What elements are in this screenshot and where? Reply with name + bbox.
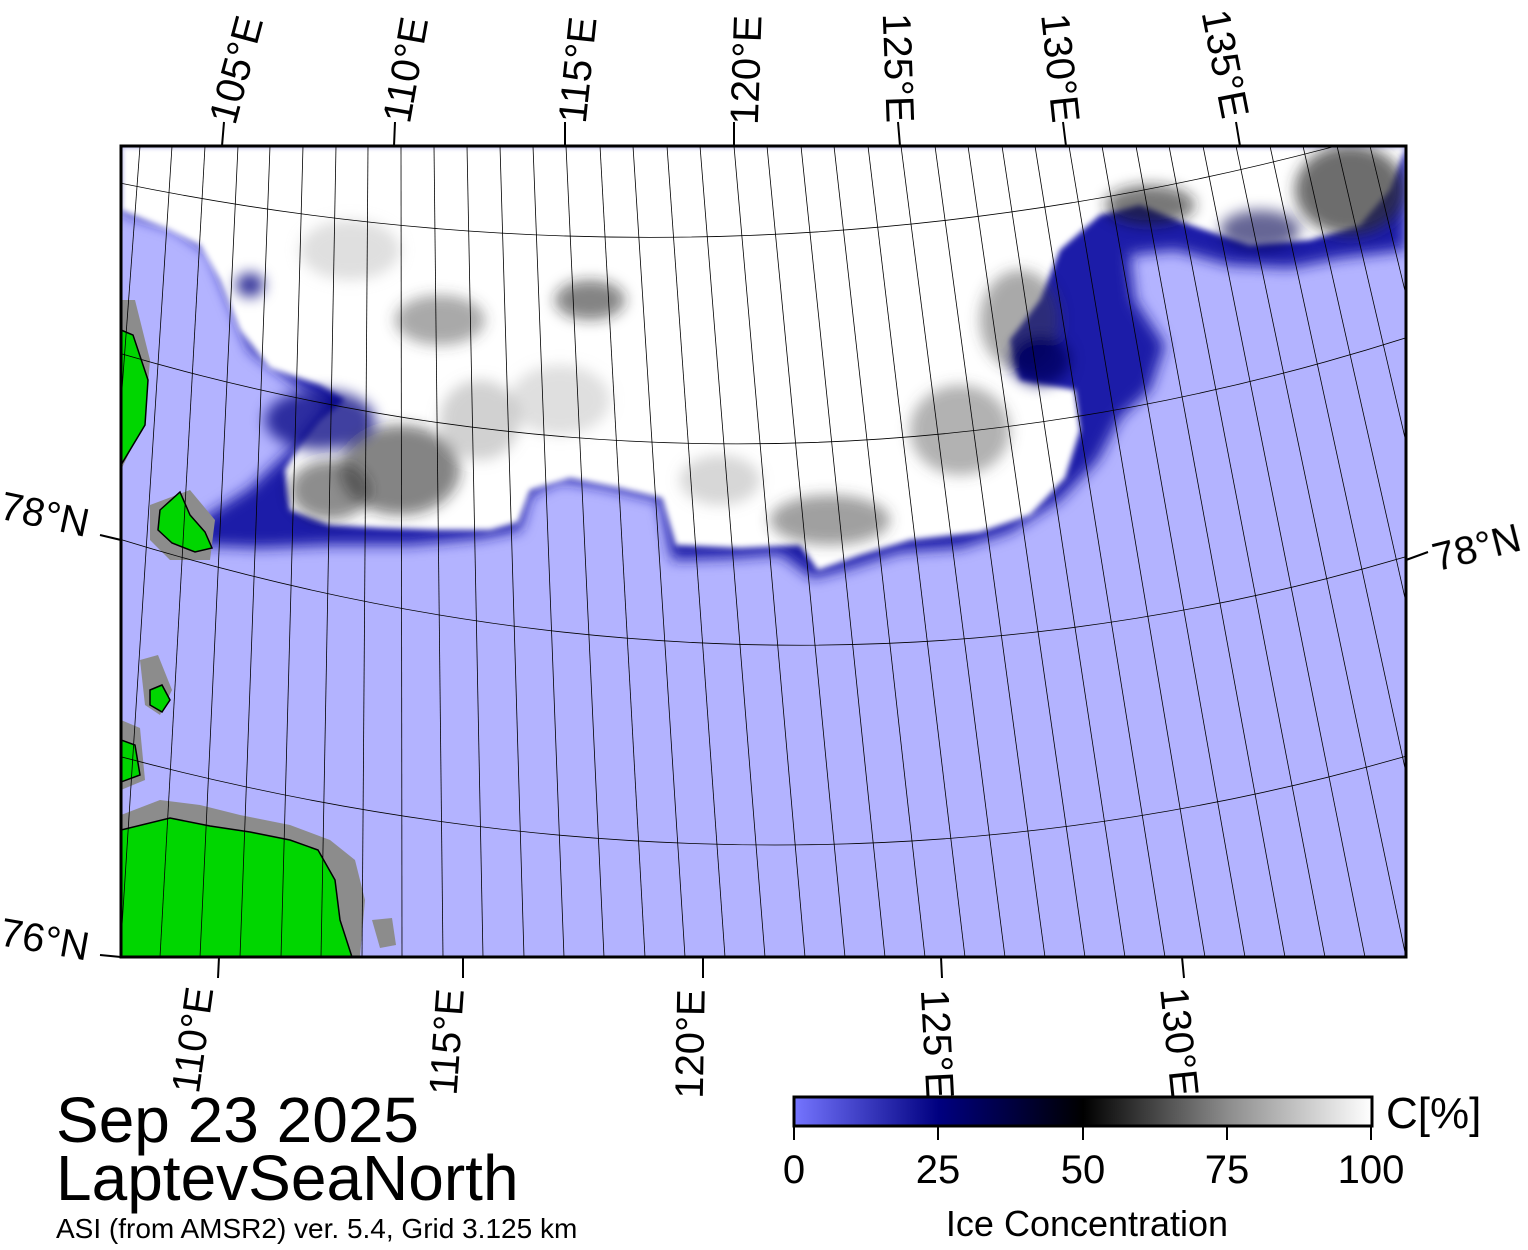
bottom-lon-label: 130°E <box>1151 985 1207 1099</box>
map-frame <box>119 144 1408 959</box>
colorbar-gradient <box>792 1095 1374 1128</box>
colorbar-tick-label: 100 <box>1337 1148 1405 1192</box>
graticule-parallels <box>121 146 1406 846</box>
bottom-lon-label: 125°E <box>911 988 962 1100</box>
colorbar-tick-label: 50 <box>1060 1148 1106 1192</box>
small-island-78n <box>157 490 214 553</box>
date-title: Sep 23 2025 <box>56 1084 419 1156</box>
bottom-lon-label: 115°E <box>421 987 473 1097</box>
top-lon-label: 120°E <box>722 14 771 126</box>
low-concentration-patches <box>236 146 1405 545</box>
taymyr-coast <box>121 817 353 957</box>
bottom-lon-label: 120°E <box>667 988 714 1100</box>
product-description: ASI (from AMSR2) ver. 5.4, Grid 3.125 km <box>56 1213 578 1244</box>
small-island-77n <box>149 684 171 714</box>
colorbar-unit: C[%] <box>1386 1089 1482 1138</box>
colorbar-ticks <box>793 1126 1372 1140</box>
graticule-meridians <box>121 146 1406 957</box>
region-title: LaptevSeaNorth <box>56 1142 519 1214</box>
top-lon-label: 125°E <box>873 12 922 124</box>
islet-west <box>121 739 141 783</box>
top-lon-label: 115°E <box>550 14 606 126</box>
frame-ticks <box>99 121 1429 979</box>
land-areas <box>121 329 353 957</box>
colorbar-tick-label: 75 <box>1204 1148 1250 1192</box>
severnaya-zemlya-island <box>121 329 149 467</box>
colorbar-tick-label: 0 <box>782 1148 806 1192</box>
colorbar-tick-label: 25 <box>915 1148 961 1192</box>
top-lon-label: 130°E <box>1032 11 1088 125</box>
colorbar-title: Ice Concentration <box>945 1203 1229 1244</box>
